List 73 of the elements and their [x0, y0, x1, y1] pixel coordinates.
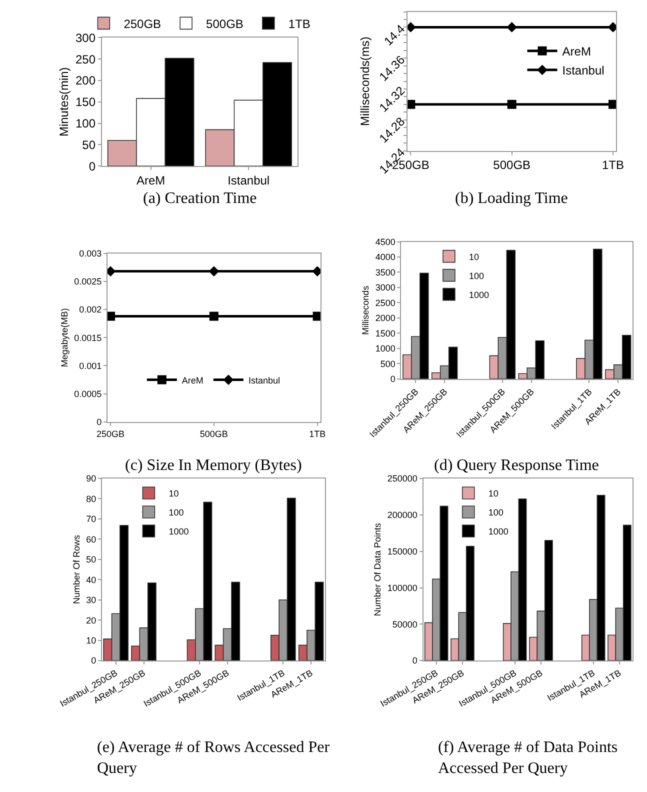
- y-tick-label: 10: [86, 636, 96, 646]
- y-tick-label: 4000: [375, 252, 396, 262]
- x-tick-label: 1TB: [309, 428, 326, 439]
- y-tick-label: 4500: [375, 236, 396, 247]
- legend-label: AreM: [562, 44, 591, 59]
- y-tick-label: 0.001: [79, 360, 102, 371]
- text: (a) Creation Time: [143, 190, 257, 207]
- y-tick-label: 100: [75, 116, 96, 130]
- y-tick-label: 50: [86, 554, 96, 565]
- legend-label: 1000: [168, 526, 189, 537]
- y-tick-label: 0.0025: [74, 276, 102, 287]
- y-tick-label: 0: [390, 374, 396, 384]
- legend-label: 1TB: [288, 16, 310, 31]
- y-tick-label: 200: [75, 74, 96, 88]
- text: (e) Average # of Rows Accessed Per Query: [97, 739, 330, 777]
- y-tick-label: 0.003: [79, 248, 102, 258]
- y-axis-title: Number Of Rows: [71, 534, 82, 604]
- legend-label: 10: [168, 488, 179, 499]
- x-tick-label: 500GB: [493, 158, 531, 172]
- legend-label: 500GB: [206, 16, 244, 31]
- y-tick-label: 0.002: [79, 304, 102, 315]
- legend-label: 10: [488, 488, 498, 499]
- text: (c) Size In Memory (Bytes): [125, 457, 302, 474]
- legend-label: Istanbul: [562, 64, 604, 78]
- y-tick-label: 50: [82, 138, 96, 152]
- y-tick-label: 0: [96, 417, 102, 428]
- y-tick-label: 500: [380, 358, 396, 369]
- y-tick-label: 2500: [375, 298, 396, 308]
- y-tick-label: 250: [75, 52, 96, 66]
- y-tick-label: 1000: [375, 344, 396, 354]
- y-axis-title: Minutes(min): [56, 67, 71, 137]
- y-tick-label: 80: [86, 494, 96, 504]
- legend-label: AreM: [182, 375, 204, 386]
- y-tick-label: 90: [86, 474, 96, 484]
- y-tick-label: 1500: [375, 328, 396, 338]
- y-tick-label: 250000: [387, 474, 418, 484]
- legend-label: 100: [468, 270, 484, 281]
- text: (f) Average # of Data Points Accessed Per Query: [438, 739, 618, 777]
- y-tick-label: 0: [412, 656, 418, 666]
- y-axis-title: Milliseconds(ms): [358, 36, 372, 126]
- legend-label: 1000: [488, 526, 508, 537]
- y-axis-title: Megabyte(MB): [59, 308, 70, 368]
- y-tick-label: 70: [86, 514, 96, 524]
- y-tick-label: 40: [86, 574, 96, 585]
- y-tick-label: 3000: [375, 282, 396, 293]
- y-tick-label: 150000: [387, 546, 418, 556]
- x-tick-label: 500GB: [200, 428, 228, 439]
- x-tick-label: 250GB: [96, 428, 125, 439]
- legend-label: 250GB: [124, 16, 162, 31]
- y-axis-title: Milliseconds: [360, 285, 371, 335]
- y-tick-label: 3500: [375, 267, 396, 278]
- legend-label: Istanbul: [248, 375, 280, 386]
- y-tick-label: 0.0015: [74, 332, 102, 343]
- y-tick-label: 0: [91, 656, 96, 666]
- text: (b) Loading Time: [455, 190, 568, 207]
- y-tick-label: 0: [88, 159, 96, 174]
- y-tick-label: 50000: [392, 619, 418, 630]
- y-axis-title: Number Of Data Points: [372, 522, 383, 616]
- legend-label: 1000: [468, 290, 490, 300]
- x-tick-label: 1TB: [602, 158, 624, 172]
- y-tick-label: 30: [86, 595, 96, 606]
- text: (d) Query Response Time: [434, 457, 599, 474]
- legend-label: 10: [468, 252, 479, 262]
- y-tick-label: 300: [75, 30, 96, 45]
- y-tick-label: 2000: [375, 313, 396, 324]
- y-tick-label: 60: [86, 534, 96, 544]
- y-tick-label: 0.0005: [74, 389, 102, 399]
- y-tick-label: 150: [75, 95, 96, 110]
- legend-label: 100: [168, 508, 184, 518]
- y-tick-label: 100000: [387, 582, 418, 593]
- legend-label: 100: [488, 508, 504, 518]
- y-tick-label: 20: [86, 615, 96, 626]
- y-tick-label: 200000: [387, 510, 418, 520]
